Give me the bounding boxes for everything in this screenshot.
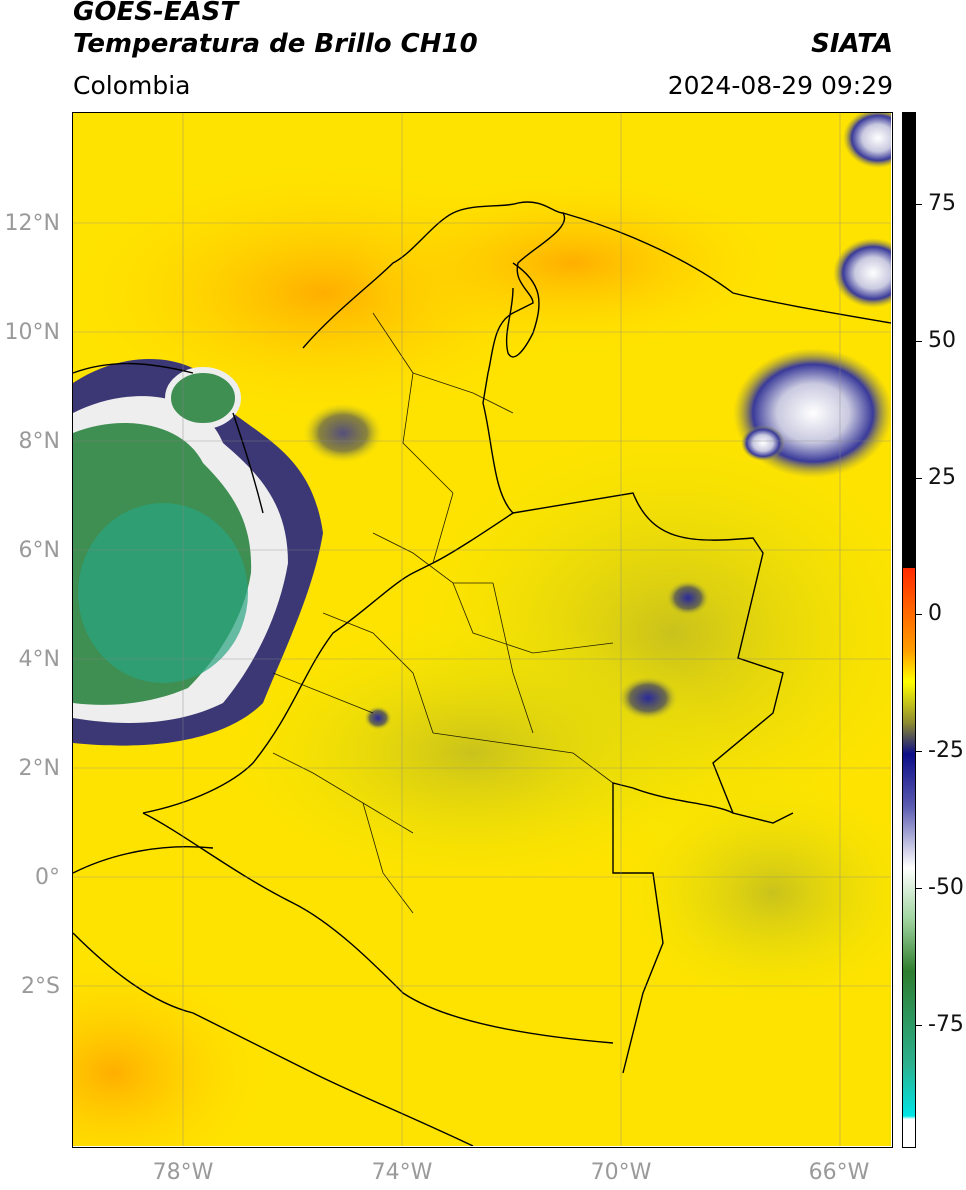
cloud-cell-antioquia <box>303 403 383 463</box>
colorbar-tick <box>916 888 922 889</box>
colorbar-label: -75 <box>928 1012 964 1037</box>
colorbar-tick <box>916 341 922 342</box>
department-borders <box>272 312 614 914</box>
lon-label: 70°W <box>590 1160 652 1185</box>
lat-label: 12°N <box>4 211 60 236</box>
datetime-label: 2024-08-29 09:29 <box>667 71 893 100</box>
map-canvas <box>73 113 891 1146</box>
cloud-cell-vichada <box>666 580 710 616</box>
lat-label: 10°N <box>4 320 60 345</box>
colombia-venezuela-border <box>512 492 794 824</box>
map-panel[interactable] <box>72 112 893 1148</box>
cloud-cell-guaviare <box>618 676 678 720</box>
colorbar-tick <box>916 1025 922 1026</box>
satellite-title: GOES-EAST <box>73 0 239 27</box>
cloud-west-north-cell <box>165 367 241 429</box>
lat-label: 2°N <box>18 756 60 781</box>
cloud-west-core <box>78 503 248 683</box>
colorbar <box>902 112 916 1148</box>
colorbar-label: 50 <box>928 328 956 353</box>
colorbar-label: -25 <box>928 738 964 763</box>
colombia-brazil-border <box>612 782 734 1074</box>
panama-border <box>232 412 264 514</box>
graticule <box>73 113 891 1146</box>
lat-label: 0° <box>35 865 60 890</box>
colorbar-tick <box>916 751 922 752</box>
product-title: Temperatura de Brillo CH10 <box>73 29 478 59</box>
lat-label: 4°N <box>18 647 60 672</box>
lat-label: 2°S <box>21 974 60 999</box>
colorbar-label: 25 <box>928 465 956 490</box>
cool-area-central <box>213 613 733 893</box>
lat-label: 6°N <box>18 538 60 563</box>
ecuador-peru-coast <box>73 932 474 1146</box>
lon-label: 74°W <box>371 1160 433 1185</box>
colombia-ecuador-peru-border <box>142 812 614 1044</box>
colorbar-label: 0 <box>928 601 942 626</box>
lake-maracaibo <box>505 262 540 358</box>
lon-label: 66°W <box>808 1160 870 1185</box>
cloud-cell-huila <box>364 706 392 730</box>
cloud-east-small-cell <box>741 425 785 461</box>
panama-coast <box>73 362 194 374</box>
warm-area-caribbean <box>353 173 793 353</box>
ecuador-north-border <box>73 846 214 874</box>
lat-label: 8°N <box>18 429 60 454</box>
cloud-northeast-cell <box>843 113 891 168</box>
warm-area-southwest <box>73 953 273 1146</box>
colorbar-label: -50 <box>928 875 964 900</box>
andes-division <box>142 512 514 814</box>
colorbar-tick <box>916 478 922 479</box>
cloud-east-edge-cell <box>833 238 891 308</box>
colorbar-label: 75 <box>928 191 956 216</box>
cool-area-southeast <box>613 773 891 1013</box>
region-label: Colombia <box>73 71 191 100</box>
venezuela-coast <box>562 212 891 324</box>
lon-label: 78°W <box>152 1160 214 1185</box>
colorbar-tick <box>916 204 922 205</box>
borders <box>73 201 891 1146</box>
colorbar-tick <box>916 614 922 615</box>
brand-label: SIATA <box>811 29 893 59</box>
